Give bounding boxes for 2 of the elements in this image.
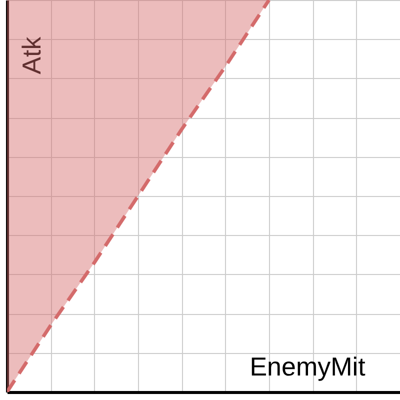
y-axis-title: Atk [16, 36, 46, 74]
x-axis-title: EnemyMit [250, 352, 366, 382]
